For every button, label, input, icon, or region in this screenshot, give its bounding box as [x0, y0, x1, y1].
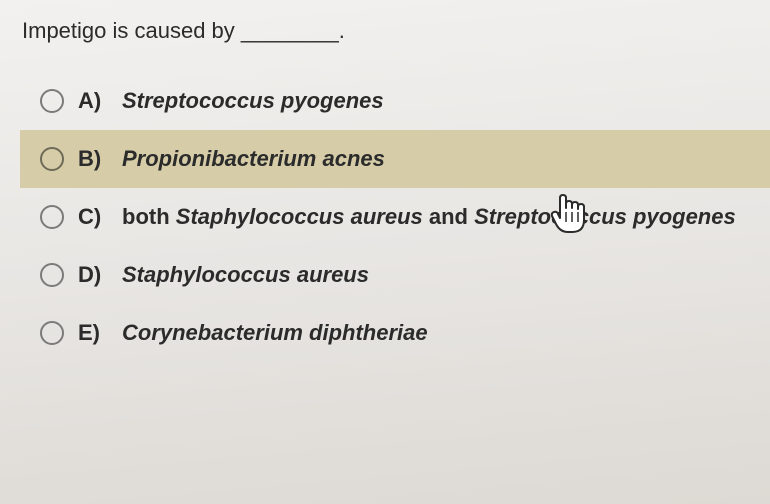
radio-e[interactable]	[40, 321, 64, 345]
radio-d[interactable]	[40, 263, 64, 287]
option-c-middle: and	[423, 204, 474, 229]
option-label: Propionibacterium acnes	[122, 146, 385, 172]
option-letter: E)	[78, 320, 106, 346]
option-c-org1: Staphylococcus aureus	[176, 204, 423, 229]
option-c-org2: Streptococcus pyogenes	[474, 204, 736, 229]
question-text: Impetigo is caused by ________.	[20, 18, 770, 44]
option-label: Streptococcus pyogenes	[122, 88, 384, 114]
option-label: Staphylococcus aureus	[122, 262, 369, 288]
option-d[interactable]: D) Staphylococcus aureus	[20, 246, 770, 304]
radio-c[interactable]	[40, 205, 64, 229]
option-letter: D)	[78, 262, 106, 288]
options-list: A) Streptococcus pyogenes B) Propionibac…	[20, 72, 770, 362]
option-label: both Staphylococcus aureus and Streptoco…	[122, 204, 736, 230]
radio-a[interactable]	[40, 89, 64, 113]
option-e[interactable]: E) Corynebacterium diphtheriae	[20, 304, 770, 362]
option-letter: B)	[78, 146, 106, 172]
option-c-prefix: both	[122, 204, 176, 229]
option-letter: A)	[78, 88, 106, 114]
option-label: Corynebacterium diphtheriae	[122, 320, 428, 346]
radio-b[interactable]	[40, 147, 64, 171]
option-b[interactable]: B) Propionibacterium acnes	[20, 130, 770, 188]
option-c[interactable]: C) both Staphylococcus aureus and Strept…	[20, 188, 770, 246]
option-letter: C)	[78, 204, 106, 230]
option-a[interactable]: A) Streptococcus pyogenes	[20, 72, 770, 130]
